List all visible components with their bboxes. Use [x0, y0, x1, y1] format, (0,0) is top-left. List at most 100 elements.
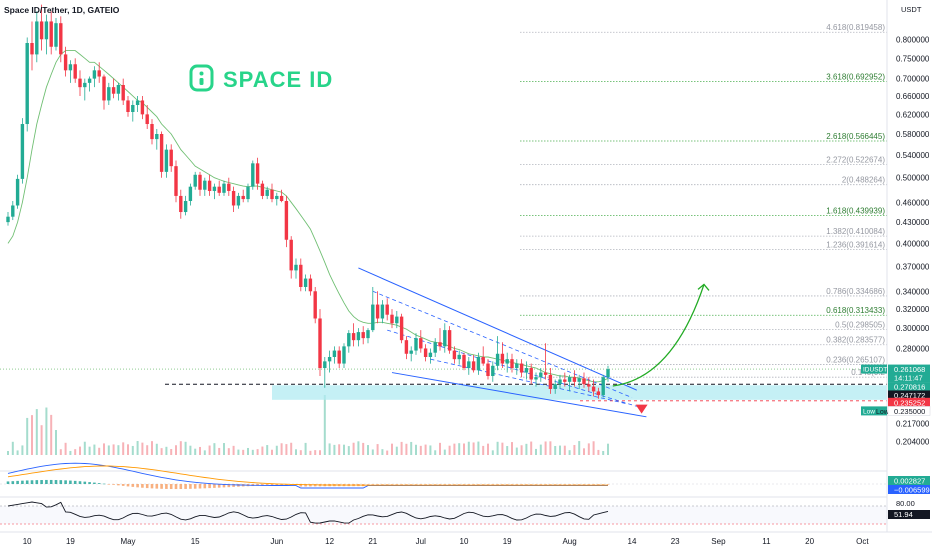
- candle-body: [596, 391, 601, 396]
- candle-body: [438, 342, 442, 347]
- volume-bar: [463, 443, 465, 455]
- candle-body: [97, 70, 101, 77]
- volume-bar: [98, 447, 101, 455]
- candle-body: [582, 378, 586, 385]
- macd-histogram-bar: [203, 484, 207, 489]
- symbol-title[interactable]: Space ID/Tether, 1D, GATEIO: [4, 5, 120, 15]
- macd-histogram-bar: [155, 484, 159, 489]
- price-tick-label: 0.204000: [896, 438, 930, 447]
- candle-body: [207, 180, 212, 191]
- projection-arrow-path: [612, 284, 705, 387]
- candle: [462, 352, 466, 371]
- volume-bar: [266, 445, 269, 455]
- macd-histogram-bar: [261, 484, 264, 486]
- fib-level-label: 4.618(0.819458): [826, 23, 885, 32]
- volume-bar: [88, 446, 91, 455]
- candle: [577, 374, 581, 389]
- macd-histogram-bar: [136, 484, 139, 488]
- volume-bar: [496, 441, 499, 455]
- candle-body: [145, 114, 149, 125]
- candle: [443, 323, 447, 353]
- volume-bar: [405, 443, 408, 455]
- candle: [428, 348, 433, 364]
- rsi-band: [0, 506, 887, 524]
- candle: [78, 70, 82, 96]
- fib-level-label: 0.618(0.313433): [826, 306, 885, 315]
- candle: [327, 350, 332, 373]
- candle: [299, 258, 303, 292]
- candle: [241, 189, 245, 203]
- candle-body: [135, 100, 140, 106]
- candle-body: [342, 346, 346, 364]
- macd-histogram-bar: [544, 484, 547, 485]
- candle-body: [308, 278, 313, 292]
- candle-body: [111, 87, 116, 94]
- currency-label[interactable]: USDT: [901, 5, 922, 14]
- candle: [246, 183, 250, 203]
- candle: [135, 95, 140, 112]
- price-tick-label: 0.217000: [896, 420, 930, 429]
- macd-histogram-bar: [198, 484, 202, 489]
- candle-body: [265, 189, 269, 196]
- candle: [313, 286, 317, 324]
- macd-label-bg: [888, 485, 930, 494]
- candle-body: [44, 21, 49, 40]
- macd-histogram-bar: [577, 484, 581, 485]
- volume-bar: [155, 443, 158, 455]
- volume-bar: [160, 448, 163, 455]
- candle-body: [140, 100, 145, 115]
- candle: [409, 346, 413, 362]
- volume-bar: [117, 445, 120, 455]
- macd-histogram-bar: [40, 480, 43, 484]
- candle-body: [35, 21, 39, 55]
- rsi-label-bg: [888, 510, 930, 519]
- volume-bar: [583, 448, 585, 455]
- candle-body: [467, 361, 471, 369]
- candle-body: [390, 314, 394, 324]
- candle-body: [15, 178, 20, 206]
- macd-histogram-bar: [582, 484, 586, 485]
- volume-bar: [381, 449, 384, 455]
- date-tick-label: 11: [762, 537, 771, 546]
- candle: [126, 95, 130, 117]
- candle: [404, 336, 409, 360]
- candle-body: [121, 84, 125, 101]
- candle: [174, 160, 178, 203]
- candle: [207, 174, 212, 196]
- candle: [524, 361, 529, 380]
- volume-bar: [602, 450, 605, 455]
- volume-bar: [511, 442, 513, 455]
- volume-bars: [7, 395, 609, 455]
- candle-body: [289, 239, 293, 271]
- volume-bar: [554, 445, 557, 455]
- candle-body: [486, 363, 490, 376]
- volume-bar: [371, 449, 374, 455]
- macd-histogram-bar: [520, 484, 523, 485]
- volume-bar: [429, 445, 432, 455]
- time-axis[interactable]: 10 19 May 15 Jun 12 21 Jul 10 19 Aug 14 23 Sep 11 20 Oct: [0, 531, 932, 546]
- candle: [111, 78, 116, 99]
- macd-histogram-bar: [558, 484, 562, 485]
- macd-histogram-bar: [232, 484, 235, 487]
- candle: [452, 346, 457, 364]
- date-tick-label: 12: [325, 537, 334, 546]
- candle: [289, 236, 293, 279]
- candle-body: [212, 186, 217, 191]
- candle-body: [351, 333, 356, 341]
- price-label-bg: [888, 390, 930, 400]
- volume-bar: [501, 442, 504, 455]
- macd-histogram-bar: [405, 484, 408, 485]
- macd-histogram-bar: [25, 480, 29, 484]
- fib-level-label: 3.618(0.692952): [826, 73, 885, 82]
- candle-body: [68, 64, 73, 71]
- volume-bar: [376, 444, 379, 455]
- candle-body: [39, 21, 44, 40]
- macd-label-bg: [888, 476, 930, 485]
- volume-bar: [280, 443, 283, 455]
- candle: [457, 350, 461, 365]
- candle-body: [236, 195, 241, 206]
- candle: [121, 78, 125, 106]
- macd-histogram-bar: [467, 484, 471, 485]
- volume-bar: [314, 450, 317, 455]
